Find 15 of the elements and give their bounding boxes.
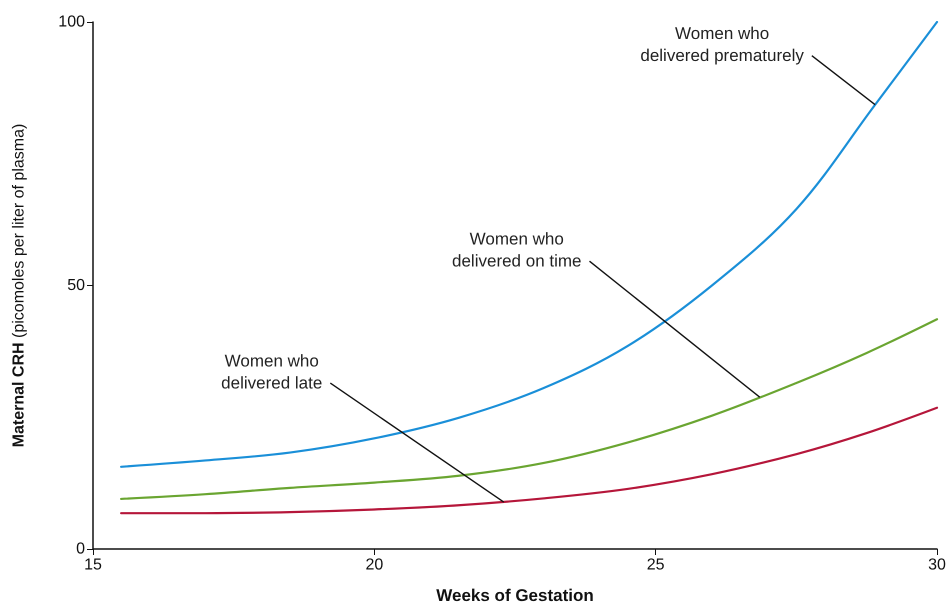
y-tick-label: 0 [76,540,86,558]
x-tick-label: 20 [365,556,384,574]
annotation: Women who delivered prematurely [640,24,804,66]
x-tick-label: 15 [84,556,102,574]
x-axis-title: Weeks of Gestation [436,586,594,605]
line-series [120,20,938,468]
y-tick-label: 50 [67,277,86,294]
annotation: Women who delivered on time [452,230,582,271]
y-axis-title: Maternal CRH (picomoles per liter of plasma) [10,124,28,448]
line-series [120,318,938,500]
x-tick-label: 30 [928,556,946,574]
line-series [120,406,938,514]
annotation: Women who delivered late [221,352,322,393]
x-tick-label: 25 [646,556,665,574]
y-tick-label: 100 [58,14,86,30]
